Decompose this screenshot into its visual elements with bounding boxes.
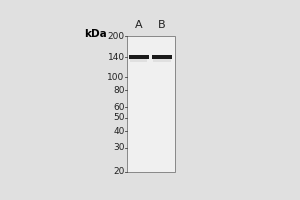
Text: 80: 80 xyxy=(113,86,125,95)
Text: A: A xyxy=(135,20,142,30)
Text: 20: 20 xyxy=(113,167,125,176)
Text: 30: 30 xyxy=(113,143,125,152)
Bar xyxy=(153,59,171,62)
Text: B: B xyxy=(158,20,166,30)
Bar xyxy=(129,55,148,59)
Text: 50: 50 xyxy=(113,113,125,122)
Bar xyxy=(152,55,172,59)
Text: 100: 100 xyxy=(107,73,125,82)
Text: kDa: kDa xyxy=(85,29,107,39)
Bar xyxy=(130,59,147,62)
Text: 60: 60 xyxy=(113,103,125,112)
Text: 140: 140 xyxy=(108,53,125,62)
Text: 200: 200 xyxy=(108,32,125,41)
Text: 40: 40 xyxy=(113,127,125,136)
